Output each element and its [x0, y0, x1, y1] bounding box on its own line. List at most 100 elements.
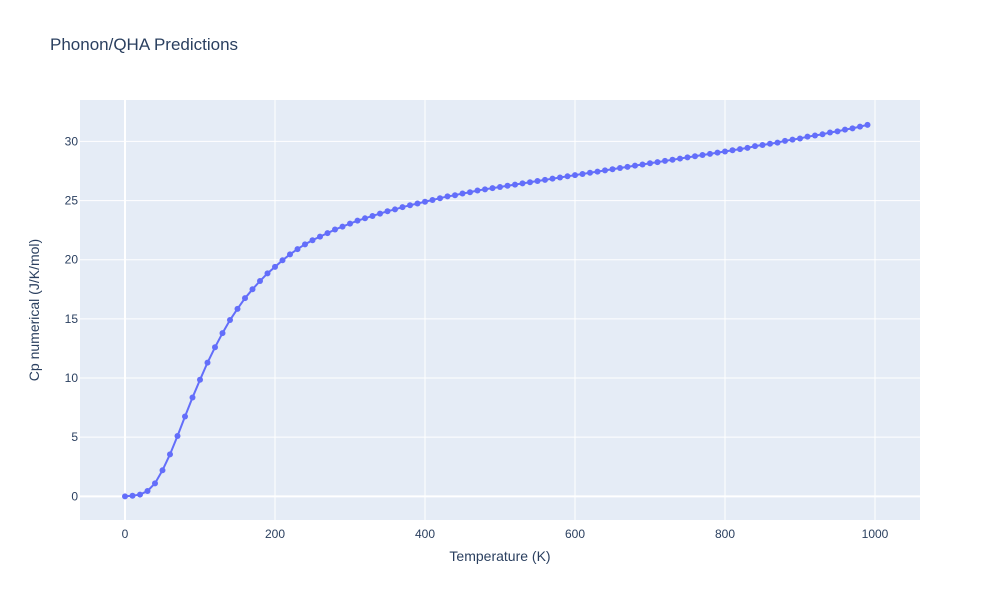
data-point[interactable] [639, 161, 646, 168]
data-point[interactable] [174, 433, 181, 439]
data-point[interactable] [234, 305, 241, 312]
data-point[interactable] [864, 121, 871, 128]
data-point[interactable] [324, 230, 331, 237]
data-point[interactable] [594, 168, 601, 175]
data-point[interactable] [744, 144, 751, 151]
data-point[interactable] [459, 190, 466, 197]
data-point[interactable] [819, 131, 826, 138]
data-point[interactable] [617, 165, 623, 172]
data-point[interactable] [632, 162, 638, 169]
data-point[interactable] [482, 186, 488, 193]
data-point[interactable] [369, 212, 376, 219]
data-point[interactable] [377, 210, 383, 217]
data-point[interactable] [137, 491, 143, 498]
data-point[interactable] [354, 217, 361, 224]
data-point[interactable] [422, 198, 428, 205]
data-point[interactable] [534, 178, 541, 185]
data-point[interactable] [564, 173, 571, 180]
data-point[interactable] [392, 206, 398, 213]
data-point[interactable] [579, 170, 586, 177]
data-point[interactable] [602, 167, 608, 174]
data-point[interactable] [444, 193, 451, 200]
data-point[interactable] [572, 172, 578, 179]
data-point[interactable] [609, 166, 616, 173]
data-point[interactable] [279, 257, 286, 264]
data-point[interactable] [834, 128, 841, 135]
data-point[interactable] [857, 123, 863, 130]
data-point[interactable] [212, 344, 218, 351]
data-point[interactable] [759, 141, 766, 148]
data-point[interactable] [654, 159, 661, 166]
data-point[interactable] [789, 136, 796, 143]
data-point[interactable] [362, 215, 368, 222]
data-point[interactable] [707, 150, 713, 157]
data-point[interactable] [407, 202, 413, 209]
data-point[interactable] [129, 492, 136, 499]
data-point[interactable] [849, 125, 856, 132]
data-point[interactable] [684, 154, 691, 161]
data-point[interactable] [804, 133, 811, 140]
data-point[interactable] [549, 175, 556, 182]
data-point[interactable] [219, 330, 226, 337]
data-point[interactable] [729, 147, 736, 154]
data-point[interactable] [624, 163, 631, 170]
data-point[interactable] [557, 174, 563, 181]
data-point[interactable] [257, 278, 263, 285]
data-point[interactable] [647, 160, 653, 167]
data-point[interactable] [587, 169, 593, 176]
data-point[interactable] [264, 270, 271, 277]
data-point[interactable] [677, 155, 683, 162]
data-point[interactable] [287, 251, 293, 258]
data-point[interactable] [452, 192, 458, 199]
data-point[interactable] [272, 263, 278, 270]
data-point[interactable] [182, 413, 188, 420]
data-point[interactable] [519, 180, 526, 187]
data-point[interactable] [159, 467, 166, 474]
data-point[interactable] [249, 286, 256, 293]
data-point[interactable] [317, 233, 323, 240]
data-point[interactable] [512, 181, 518, 188]
data-point[interactable] [467, 189, 473, 196]
data-point[interactable] [152, 480, 158, 487]
data-point[interactable] [122, 493, 128, 500]
data-point[interactable] [797, 135, 803, 142]
data-point[interactable] [542, 176, 548, 183]
data-point[interactable] [504, 182, 511, 189]
data-point[interactable] [812, 132, 818, 139]
data-point[interactable] [827, 129, 833, 136]
data-point[interactable] [774, 139, 781, 146]
data-point[interactable] [429, 196, 436, 203]
data-point[interactable] [767, 140, 773, 147]
data-point[interactable] [309, 237, 316, 244]
data-point[interactable] [662, 157, 668, 164]
data-point[interactable] [669, 156, 676, 163]
data-point[interactable] [242, 295, 248, 302]
data-point[interactable] [699, 152, 706, 159]
data-point[interactable] [204, 359, 211, 366]
data-point[interactable] [144, 488, 151, 495]
data-point[interactable] [302, 241, 308, 248]
data-point[interactable] [752, 143, 758, 150]
data-point[interactable] [332, 226, 338, 233]
data-point[interactable] [474, 187, 481, 194]
data-point[interactable] [339, 223, 346, 230]
data-point[interactable] [497, 183, 503, 190]
data-point[interactable] [167, 451, 173, 458]
data-point[interactable] [197, 376, 203, 383]
data-point[interactable] [737, 146, 743, 153]
data-point[interactable] [437, 195, 443, 202]
data-point[interactable] [722, 148, 728, 155]
data-point[interactable] [842, 126, 848, 133]
data-point[interactable] [294, 246, 301, 253]
data-point[interactable] [692, 153, 698, 160]
data-point[interactable] [527, 179, 533, 186]
data-point[interactable] [384, 208, 391, 215]
data-point[interactable] [414, 200, 421, 207]
data-point[interactable] [227, 317, 233, 324]
data-point[interactable] [189, 394, 196, 401]
data-point[interactable] [714, 149, 721, 156]
data-point[interactable] [489, 185, 496, 192]
data-point[interactable] [399, 204, 406, 211]
data-point[interactable] [347, 220, 353, 227]
data-point[interactable] [782, 137, 788, 144]
